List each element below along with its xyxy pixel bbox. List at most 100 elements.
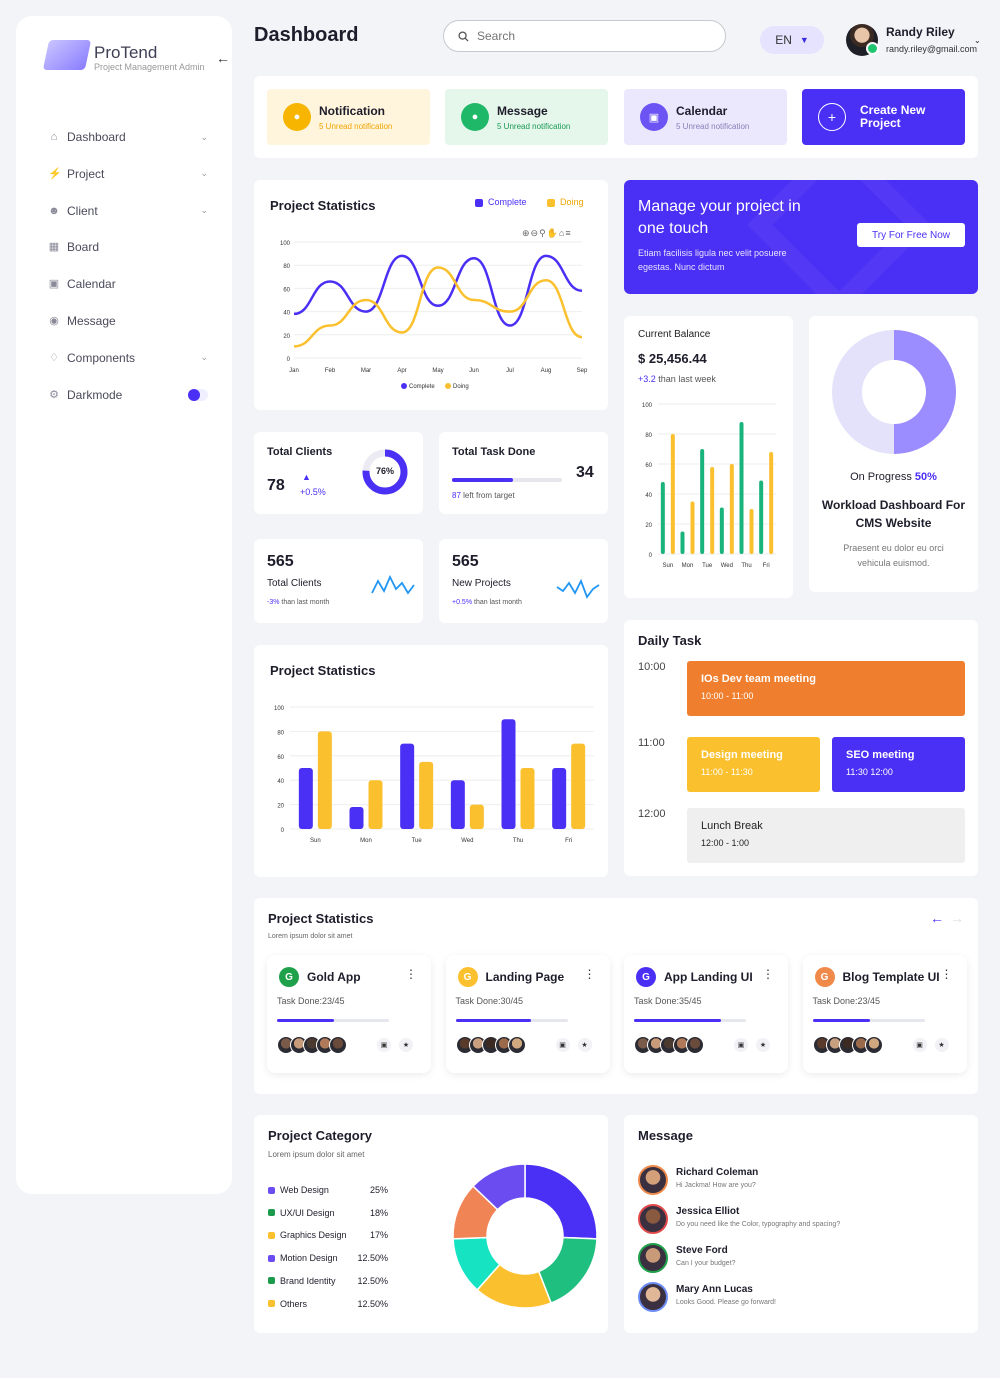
x-tick-label: Sun [310,838,321,844]
star-icon[interactable]: ★ [756,1038,770,1052]
chevron-down-icon[interactable]: ⌄ [974,36,981,45]
bar [769,452,774,554]
sidebar-item-darkmode[interactable]: ⚙ Darkmode [48,383,208,407]
mini-stat-label: Total Clients [267,578,322,589]
components-icon: ♢ [49,351,59,364]
legend-swatch [268,1231,275,1239]
event-block[interactable]: Lunch Break 12:00 - 1:00 [687,808,965,863]
project-progress-track [455,1019,568,1022]
sidebar-item-board[interactable]: ▦ Board [48,235,208,259]
darkmode-toggle[interactable] [188,388,208,401]
calendar-icon[interactable]: ▣ [555,1038,570,1052]
message-item[interactable]: Steve Ford Can I your budget? [638,1243,958,1275]
arrow-right-icon[interactable]: → [950,910,964,926]
star-icon[interactable]: ★ [934,1038,949,1052]
quick-action-message[interactable]: ● Message 5 Unread notification [445,89,608,145]
language-select[interactable]: EN ▼ [760,26,824,54]
project-task-done: Task Done:23/45 [812,996,881,1006]
arrow-left-icon[interactable]: ← [216,50,230,66]
project-card[interactable]: G Landing Page ⋮ Task Done:30/45 ▣ ★ [445,955,610,1073]
y-tick-label: 100 [642,403,653,409]
message-card: Message [624,1115,978,1333]
chevron-down-icon: ⌄ [200,205,208,216]
sidebar-item-dashboard[interactable]: ⌂ Dashboard ⌄ [48,125,208,149]
menu-icon[interactable]: ≡ [565,228,572,238]
sidebar: ProTend Project Management Admin ← ⌂ Dash… [16,16,232,1194]
category-percent: 12.50% [357,1275,388,1286]
sparkline-path [371,574,415,595]
mini-stat-delta-text: than last month [474,599,522,606]
event-block[interactable]: IOs Dev team meeting 10:00 - 11:00 [687,661,965,716]
donut-slice [894,330,956,454]
project-card[interactable]: G App Landing UI ⋮ Task Done:35/45 ▣ ★ [624,955,788,1073]
zoom-out-icon[interactable]: ⊖ [530,228,540,238]
y-tick-label: 100 [274,706,285,712]
search-input[interactable] [477,29,697,43]
sidebar-item-client[interactable]: ☻ Client ⌄ [48,199,208,223]
project-card[interactable]: G Blog Template UI ⋮ Task Done:23/45 ▣ ★ [802,955,967,1073]
project-logo-icon: G [814,967,835,987]
bar [680,531,685,554]
more-vertical-icon[interactable]: ⋮ [940,967,953,981]
more-vertical-icon[interactable]: ⋮ [583,967,596,981]
avatar [686,1036,704,1054]
bar [670,434,675,554]
sidebar-item-project[interactable]: ⚡ Project ⌄ [48,162,208,186]
create-project-label: Create New Project [860,103,926,130]
total-task-card: Total Task Done 34 87 left from target [439,432,608,514]
zoom-in-icon[interactable]: ⊕ [522,228,531,238]
quick-action-notification[interactable]: ● Notification 5 Unread notification [267,89,430,145]
calendar-icon[interactable]: ▣ [912,1038,927,1052]
search-box[interactable] [443,20,726,52]
more-vertical-icon[interactable]: ⋮ [762,967,774,981]
calendar-icon[interactable]: ▣ [377,1038,391,1052]
message-item[interactable]: Richard Coleman Hi Jackma! How are you? [638,1165,958,1197]
sidebar-item-message[interactable]: ◉ Message [48,309,208,333]
try-free-button[interactable]: Try For Free Now [857,223,965,247]
total-task-title: Total Task Done [452,446,536,458]
event-title: Lunch Break [701,820,763,832]
chart-toolbar[interactable]: ⊕⊖⚲✋⌂≡ [522,228,572,239]
mini-stat-delta: +0.5% [452,599,473,606]
sidebar-item-components[interactable]: ♢ Components ⌄ [48,346,208,370]
home-icon[interactable]: ⌂ [558,228,566,238]
time-label: 10:00 [638,661,666,673]
more-vertical-icon[interactable]: ⋮ [405,967,417,981]
calendar-icon[interactable]: ▣ [734,1038,748,1052]
bar [710,467,715,554]
progress-row: On Progress 50% [809,471,978,483]
avatar [638,1243,668,1273]
page-title: Dashboard [254,24,359,46]
project-card[interactable]: G Gold App ⋮ Task Done:23/45 ▣ ★ [267,955,431,1073]
message-item[interactable]: Mary Ann Lucas Looks Good. Please go forw… [638,1282,958,1314]
quick-action-title: Calendar [676,103,728,118]
category-legend-item: Others 12.50% [268,1297,388,1311]
message-preview: Looks Good. Please go forward! [676,1299,777,1306]
event-block[interactable]: Design meeting 11:00 - 11:30 [687,737,820,792]
bar [317,731,332,829]
pan-hand-icon[interactable]: ✋ [546,228,559,238]
event-block[interactable]: SEO meeting 11:30 12:00 [832,737,965,792]
project-task-done: Task Done:30/45 [455,996,524,1006]
bar [690,501,695,554]
quick-action-calendar[interactable]: ▣ Calendar 5 Unread notification [624,89,787,145]
mini-stat-delta-text: than last month [281,599,330,606]
sidebar-item-calendar[interactable]: ▣ Calendar [48,272,208,296]
x-tick-label: Wed [461,838,473,844]
sparkline [371,574,415,595]
arrow-left-icon[interactable]: ← [930,910,944,926]
create-project-button[interactable]: + Create New Project [802,89,965,145]
triangle-up-icon: ▲ [302,472,311,482]
mini-stat-value: 565 [452,553,479,570]
magnifier-icon[interactable]: ⚲ [539,228,547,238]
avatar[interactable] [846,24,879,56]
star-icon[interactable]: ★ [577,1038,592,1052]
message-item[interactable]: Jessica Elliot Do you need like the Color… [638,1204,958,1236]
quick-action-title: Notification [319,103,385,118]
sidebar-item-label: Message [67,314,116,328]
message-preview: Do you need like the Color, typography a… [676,1221,841,1228]
avatar [329,1036,347,1054]
event-time: 10:00 - 11:00 [701,691,754,701]
bar [739,422,744,554]
star-icon[interactable]: ★ [399,1038,413,1052]
